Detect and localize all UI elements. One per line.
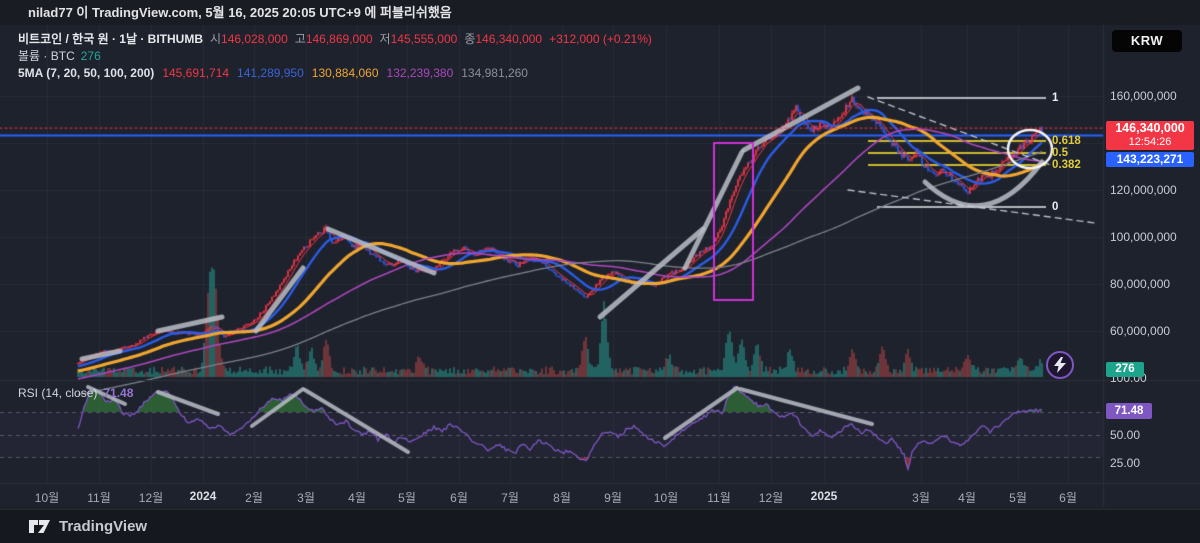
symbol-title[interactable]: 비트코인 / 한국 원 · 1날 · BITHUMB — [18, 32, 203, 46]
close-value: 146,340,000 — [475, 32, 543, 46]
ma100-value: 132,239,380 — [386, 66, 454, 80]
last-price-badge: 146,340,000 12:54:26 — [1106, 121, 1194, 150]
rsi-badge-value: 71.48 — [1114, 405, 1144, 417]
rsi-label: RSI (14, close) — [18, 386, 98, 400]
rsi-legend[interactable]: RSI (14, close) 71.48 — [18, 386, 133, 400]
tradingview-logo-icon[interactable] — [28, 519, 51, 534]
high-label: 고 — [294, 32, 306, 46]
footer-bar: TradingView — [0, 509, 1200, 543]
open-label: 시 — [209, 32, 222, 46]
tradingview-brand[interactable]: TradingView — [59, 518, 148, 535]
bar-countdown: 12:54:26 — [1128, 136, 1172, 148]
last-price-value: 146,340,000 — [1115, 121, 1185, 135]
legend-volume-row[interactable]: 볼륨 · BTC 276 — [18, 48, 652, 64]
volume-badge-value: 276 — [1115, 363, 1135, 375]
alert-price-badge: 143,223,271 — [1106, 152, 1194, 167]
ma50-value: 130,884,060 — [311, 66, 379, 80]
publish-text: nilad77 이 TradingView.com, 5월 16, 2025 2… — [28, 5, 452, 20]
volume-value: 276 — [80, 49, 101, 63]
rsi-value: 71.48 — [103, 386, 134, 400]
low-value: 145,555,000 — [390, 32, 458, 46]
boost-button[interactable] — [1046, 351, 1074, 379]
currency-toggle-button[interactable]: KRW — [1112, 30, 1182, 52]
lightning-icon — [1054, 357, 1066, 373]
alert-price-value: 143,223,271 — [1116, 152, 1184, 166]
close-label: 종 — [464, 32, 476, 46]
ma200-value: 134,981,260 — [461, 66, 528, 80]
change-value: +312,000 (+0.21%) — [549, 32, 652, 46]
open-value: 146,028,000 — [221, 32, 288, 46]
ma7-value: 145,691,714 — [162, 66, 230, 80]
currency-label: KRW — [1130, 33, 1164, 48]
publish-header: nilad77 이 TradingView.com, 5월 16, 2025 2… — [0, 0, 1200, 25]
time-scale[interactable] — [0, 483, 1103, 507]
low-label: 저 — [379, 32, 391, 46]
rsi-badge: 71.48 — [1106, 403, 1152, 419]
legend-symbol-row[interactable]: 비트코인 / 한국 원 · 1날 · BITHUMB 시146,028,000 고1… — [18, 31, 652, 47]
volume-badge: 276 — [1106, 362, 1144, 377]
ma20-value: 141,289,950 — [237, 66, 304, 80]
high-value: 146,869,000 — [305, 32, 373, 46]
ma-indicator-label: 5MA (7, 20, 50, 100, 200) — [18, 66, 155, 80]
volume-label: 볼륨 · BTC — [18, 49, 75, 63]
legend-ma-row[interactable]: 5MA (7, 20, 50, 100, 200) 145,691,714 141,… — [18, 65, 652, 81]
chart-legend: 비트코인 / 한국 원 · 1날 · BITHUMB 시146,028,000 고1… — [18, 31, 652, 82]
